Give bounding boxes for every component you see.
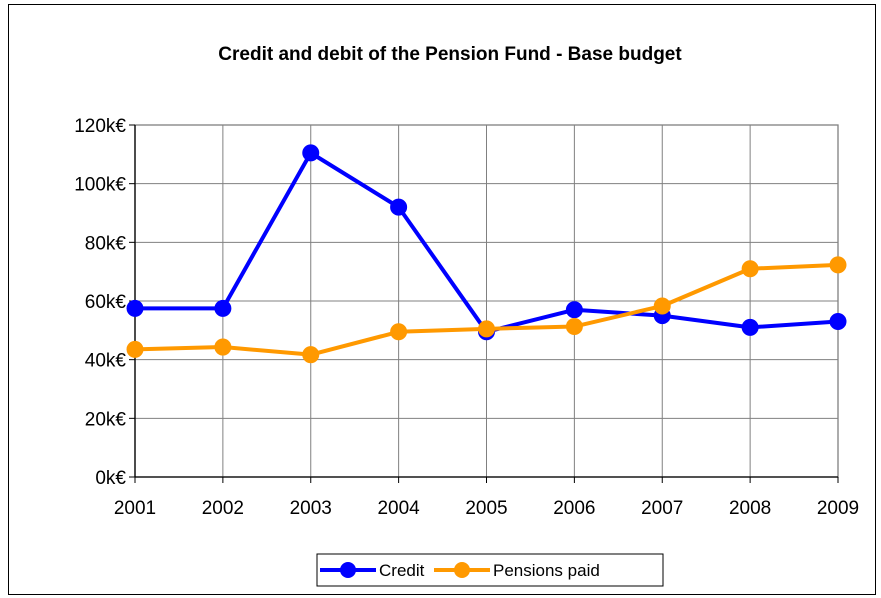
data-point <box>390 198 408 216</box>
data-point <box>390 323 408 341</box>
series-layer <box>126 144 847 364</box>
data-point <box>741 318 759 336</box>
x-tick-label: 2006 <box>553 498 595 519</box>
data-point <box>829 313 847 331</box>
data-point <box>302 144 320 162</box>
y-tick-label: 0k€ <box>95 468 126 489</box>
axes: 0k€ 20k€ 40k€ 60k€ 80k€ 100k€ 120k€ 2001 2002 200… <box>74 116 859 519</box>
x-tick-label: 2004 <box>377 498 420 519</box>
x-tick-label: 2001 <box>114 498 156 519</box>
data-point <box>214 299 232 317</box>
series-pensions-paid <box>126 256 847 364</box>
legend-marker-swatch <box>340 562 356 578</box>
legend-label: Pensions paid <box>493 561 600 580</box>
data-point <box>126 340 144 358</box>
x-tick-label: 2002 <box>202 498 244 519</box>
y-tick-label: 40k€ <box>85 351 127 372</box>
legend-marker-swatch <box>454 562 470 578</box>
data-point <box>565 318 583 336</box>
y-tick-label: 20k€ <box>85 409 127 430</box>
chart-title: Credit and debit of the Pension Fund - B… <box>218 44 682 65</box>
y-tick-label: 60k€ <box>85 292 127 313</box>
data-point <box>478 320 495 338</box>
legend: Credit Pensions paid <box>316 553 664 587</box>
data-point <box>741 260 759 278</box>
data-point <box>214 338 232 356</box>
x-tick-label: 2009 <box>817 498 859 519</box>
x-tick-label: 2007 <box>641 498 683 519</box>
data-point <box>126 299 144 317</box>
y-tick-label: 100k€ <box>74 175 126 196</box>
gridlines <box>135 125 838 477</box>
chart-frame: Credit and debit of the Pension Fund - B… <box>8 4 876 595</box>
line-chart: Credit and debit of the Pension Fund - B… <box>74 44 859 587</box>
data-point <box>302 346 320 364</box>
x-tick-label: 2005 <box>465 498 507 519</box>
data-point <box>565 301 583 319</box>
data-point <box>829 256 847 274</box>
x-tick-label: 2008 <box>729 498 771 519</box>
data-point <box>653 297 671 315</box>
y-tick-label: 80k€ <box>85 233 127 254</box>
legend-label: Credit <box>379 561 425 580</box>
x-tick-label: 2003 <box>290 498 332 519</box>
y-tick-label: 120k€ <box>74 116 126 137</box>
